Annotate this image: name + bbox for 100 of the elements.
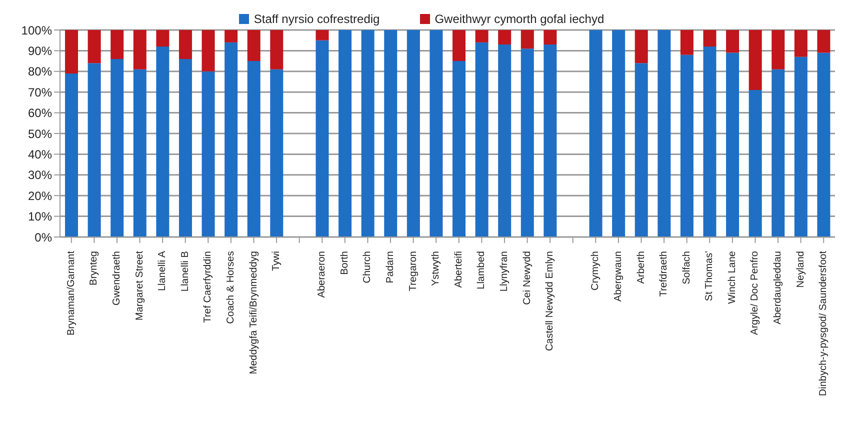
bar <box>156 46 170 237</box>
bar <box>452 61 466 237</box>
y-tick-label: 90% <box>28 44 52 58</box>
bar <box>384 30 398 237</box>
bar <box>817 30 830 53</box>
x-tick-label: Gwendraeth <box>111 251 122 306</box>
bar <box>224 30 238 42</box>
bar <box>475 42 488 237</box>
x-tick-label: Borth <box>339 251 350 275</box>
bar <box>520 30 534 49</box>
bar <box>202 71 215 237</box>
bar <box>772 30 785 70</box>
x-tick-label: Cei Newydd <box>522 251 533 305</box>
x-tick-label: Padarn <box>385 251 396 284</box>
x-tick-label: Brynaman/Garnant <box>66 250 77 336</box>
bar <box>498 30 512 44</box>
y-tick-label: 100% <box>21 23 52 38</box>
x-tick-label: Abergwaun <box>612 251 624 302</box>
bar <box>156 30 170 47</box>
x-tick-label: Trefdraeth <box>658 251 670 297</box>
bar <box>338 30 352 237</box>
bar <box>270 69 284 237</box>
y-tick-label: 40% <box>28 147 52 162</box>
x-tick-label: Llambed <box>476 251 488 290</box>
bar <box>452 30 466 62</box>
bar <box>247 61 260 237</box>
bar <box>544 44 557 237</box>
x-tick-label: Margaret Street <box>134 250 146 320</box>
x-tick-label: Aberteifi <box>453 251 464 288</box>
x-tick-label: Dinbych-y-pysgod/ Saundersfoot <box>818 250 830 396</box>
bar <box>612 30 626 237</box>
y-tick-label: 60% <box>28 106 52 120</box>
y-tick-label: 10% <box>28 210 52 224</box>
bar <box>817 52 830 237</box>
x-tick-label: St Thomas' <box>704 250 716 302</box>
x-tick-label: Ystwyth <box>430 251 442 286</box>
bar <box>88 30 101 64</box>
y-tick-label: 30% <box>28 168 52 182</box>
bar <box>178 30 192 59</box>
bar <box>772 69 785 237</box>
bar <box>133 69 146 237</box>
bar <box>202 30 215 72</box>
bar <box>65 73 78 237</box>
legend-label: Staff nyrsio cofrestredig <box>252 12 380 26</box>
bar <box>110 30 124 59</box>
x-tick-label: Aberdaugleddau <box>772 251 784 324</box>
bar <box>703 46 716 237</box>
x-tick-label: Brynteg <box>88 251 100 286</box>
x-tick-label: Tywi <box>271 251 282 271</box>
y-tick-label: 80% <box>28 64 52 79</box>
x-tick-label: Church <box>362 251 374 284</box>
y-tick-label: 0% <box>34 230 52 244</box>
x-tick-label: Tregaron <box>408 251 419 292</box>
bar <box>680 30 694 55</box>
y-tick-label: 70% <box>28 85 52 100</box>
bar <box>406 30 420 237</box>
bar <box>316 40 329 237</box>
bar <box>110 58 124 237</box>
bar <box>498 44 512 237</box>
x-tick-label: Aberaeron <box>316 251 328 298</box>
bar <box>224 42 238 237</box>
bar <box>247 30 260 62</box>
bar <box>726 30 740 53</box>
bar <box>316 30 329 40</box>
bar <box>88 63 101 237</box>
y-tick-label: 20% <box>28 188 52 203</box>
x-tick-label: Coach & Horses <box>225 251 236 324</box>
bar <box>726 52 740 237</box>
bar <box>589 30 602 237</box>
x-tick-label: Winch Lane <box>726 250 738 304</box>
bar <box>794 56 808 237</box>
y-tick-label: 50% <box>28 126 52 141</box>
x-tick-label: Crymych <box>590 251 602 290</box>
bar <box>634 63 648 237</box>
bar <box>361 30 374 237</box>
bar <box>430 30 443 237</box>
x-tick-label: Llanelli B <box>180 250 191 292</box>
bar <box>178 58 192 237</box>
bar <box>475 30 488 42</box>
bar <box>65 30 78 74</box>
bar <box>544 30 557 44</box>
x-tick-label: Argyle/ Doc Penfro <box>750 250 761 335</box>
bar <box>748 90 762 237</box>
bar <box>520 48 534 237</box>
x-tick-label: Llynyfran <box>498 251 510 292</box>
bar <box>634 30 648 64</box>
legend-label: Gweithwyr cymorth gofal iechyd <box>434 12 604 26</box>
bar <box>658 30 671 237</box>
bar <box>703 30 716 47</box>
x-tick-label: Neyland <box>795 251 806 288</box>
x-tick-label: Castell Newydd Emlyn <box>544 251 556 352</box>
x-tick-label: Solfach <box>681 251 692 284</box>
bar <box>270 30 284 70</box>
bar <box>133 30 146 70</box>
x-tick-label: Arberth <box>636 251 647 284</box>
x-tick-label: Tref Caerfyrddin <box>202 251 214 323</box>
bar <box>680 54 694 237</box>
x-tick-label: Meddygfa Teifi/Brynmeddyg <box>248 251 260 374</box>
x-tick-label: Llanelli A <box>157 250 168 292</box>
bar <box>794 30 808 57</box>
